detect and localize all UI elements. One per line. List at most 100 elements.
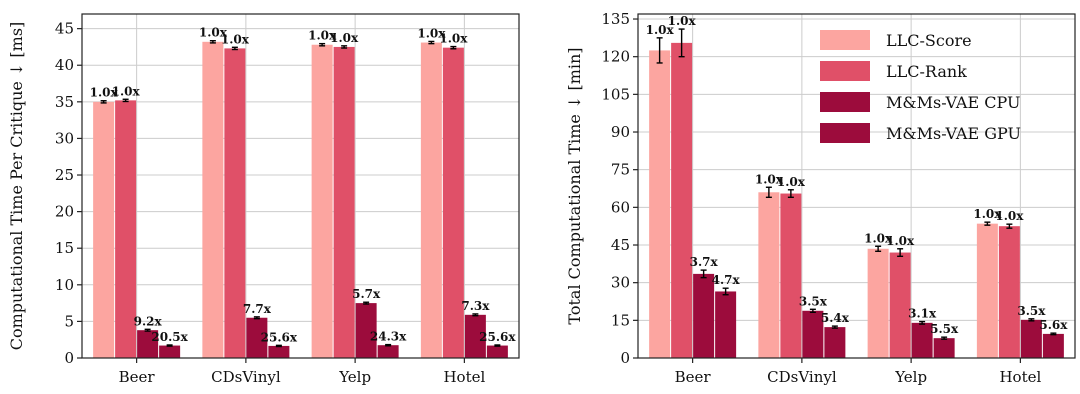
data-label: 1.0x	[864, 231, 893, 245]
y-tick-label: 75	[611, 161, 630, 179]
x-tick-label: CDsVinyl	[767, 368, 837, 386]
data-label: 1.0x	[199, 26, 228, 40]
bar-m-ms-vae-gpu	[1042, 333, 1064, 358]
data-label: 1.0x	[90, 86, 119, 100]
y-tick-label: 105	[601, 85, 630, 103]
data-label: 1.0x	[221, 32, 250, 46]
bar-m-ms-vae-cpu	[802, 310, 824, 358]
bar-m-ms-vae-gpu	[824, 327, 846, 358]
data-label: 1.0x	[886, 234, 915, 248]
data-label: 1.0x	[112, 84, 141, 98]
legend-swatch	[820, 123, 870, 143]
bar-llc-score	[420, 42, 442, 359]
x-tick-label: Yelp	[894, 368, 927, 386]
data-label: 1.0x	[417, 26, 446, 40]
bar-llc-rank	[780, 193, 802, 358]
y-tick-label: 25	[55, 166, 74, 184]
bar-m-ms-vae-cpu	[246, 317, 268, 358]
y-tick-label: 120	[601, 48, 630, 66]
bar-llc-rank	[671, 42, 693, 358]
y-tick-label: 30	[611, 274, 630, 292]
plot-frame	[637, 13, 1076, 359]
y-tick-label: 5	[64, 312, 74, 330]
data-label: 1.0x	[439, 32, 468, 46]
data-label: 24.3x	[370, 330, 407, 344]
y-tick-label: 45	[55, 20, 74, 38]
bar-m-ms-vae-gpu	[933, 338, 955, 358]
bar-m-ms-vae-cpu	[355, 303, 377, 358]
bar-llc-rank	[442, 47, 464, 358]
bar-llc-rank	[224, 48, 246, 359]
data-label: 7.7x	[243, 302, 272, 316]
y-tick-label: 0	[64, 349, 74, 367]
x-tick-label: Beer	[675, 368, 712, 386]
bar-llc-rank	[889, 252, 911, 358]
bar-m-ms-vae-cpu	[693, 273, 715, 358]
y-tick-label: 20	[55, 203, 74, 221]
legend-label: LLC-Rank	[886, 62, 967, 81]
y-tick-label: 45	[611, 236, 630, 254]
bar-m-ms-vae-gpu	[268, 345, 290, 358]
data-label: 25.6x	[261, 330, 298, 344]
y-tick-label: 35	[55, 93, 74, 111]
bar-llc-score	[311, 44, 333, 359]
y-tick-label: 15	[55, 239, 74, 257]
bar-m-ms-vae-cpu	[1020, 319, 1042, 358]
data-label: 7.3x	[461, 299, 490, 313]
bar-m-ms-vae-cpu	[464, 314, 486, 358]
data-label: 1.0x	[995, 209, 1024, 223]
bar-m-ms-vae-gpu	[159, 345, 181, 358]
x-tick-label: CDsVinyl	[211, 368, 281, 386]
y-tick-label: 15	[611, 311, 630, 329]
legend-swatch	[820, 92, 870, 112]
bar-m-ms-vae-cpu	[911, 322, 933, 358]
bar-m-ms-vae-cpu	[137, 330, 159, 358]
bar-llc-score	[649, 50, 671, 359]
y-axis-label: Total Computational Time ↓ [min]	[565, 47, 584, 324]
y-tick-label: 30	[55, 129, 74, 147]
data-label: 3.1x	[908, 307, 937, 321]
legend-label: M&Ms-VAE GPU	[886, 124, 1021, 143]
data-label: 3.7x	[690, 255, 719, 269]
legend-label: M&Ms-VAE CPU	[886, 93, 1020, 112]
bar-m-ms-vae-gpu	[486, 345, 508, 358]
data-label: 5.5x	[930, 322, 959, 336]
y-tick-label: 40	[55, 56, 74, 74]
y-tick-label: 135	[601, 10, 630, 28]
data-label: 1.0x	[646, 23, 675, 37]
data-label: 1.0x	[755, 172, 784, 186]
legend-swatch	[820, 61, 870, 81]
bar-llc-score	[202, 41, 224, 358]
y-axis-label: Computational Time Per Critique ↓ [ms]	[7, 22, 26, 351]
data-label: 25.6x	[479, 330, 516, 344]
data-label: 1.0x	[668, 14, 697, 28]
bar-m-ms-vae-gpu	[377, 345, 399, 358]
bar-m-ms-vae-gpu	[715, 291, 737, 358]
bar-llc-score	[93, 101, 115, 359]
y-tick-label: 90	[611, 123, 630, 141]
y-tick-label: 60	[611, 198, 630, 216]
data-label: 1.0x	[330, 31, 359, 45]
legend-swatch	[820, 30, 870, 50]
data-label: 3.5x	[799, 294, 828, 308]
x-tick-label: Hotel	[999, 368, 1041, 386]
data-label: 5.4x	[821, 311, 850, 325]
data-label: 9.2x	[134, 314, 163, 328]
data-label: 1.0x	[777, 175, 806, 189]
legend-label: LLC-Score	[886, 31, 972, 50]
bar-llc-rank	[998, 226, 1020, 358]
bar-llc-rank	[333, 46, 355, 359]
y-tick-label: 0	[620, 349, 630, 367]
bar-llc-score	[758, 192, 780, 358]
data-label: 5.6x	[1039, 318, 1068, 332]
data-label: 1.0x	[308, 29, 337, 43]
data-label: 20.5x	[151, 330, 188, 344]
data-label: 1.0x	[973, 207, 1002, 221]
bar-llc-score	[867, 248, 889, 358]
x-tick-label: Hotel	[443, 368, 485, 386]
chart-total-time: 01530456075901051201351.0x1.0x1.0x1.0x1.…	[565, 10, 1076, 386]
x-tick-label: Yelp	[338, 368, 371, 386]
data-label: 4.7x	[712, 273, 741, 287]
